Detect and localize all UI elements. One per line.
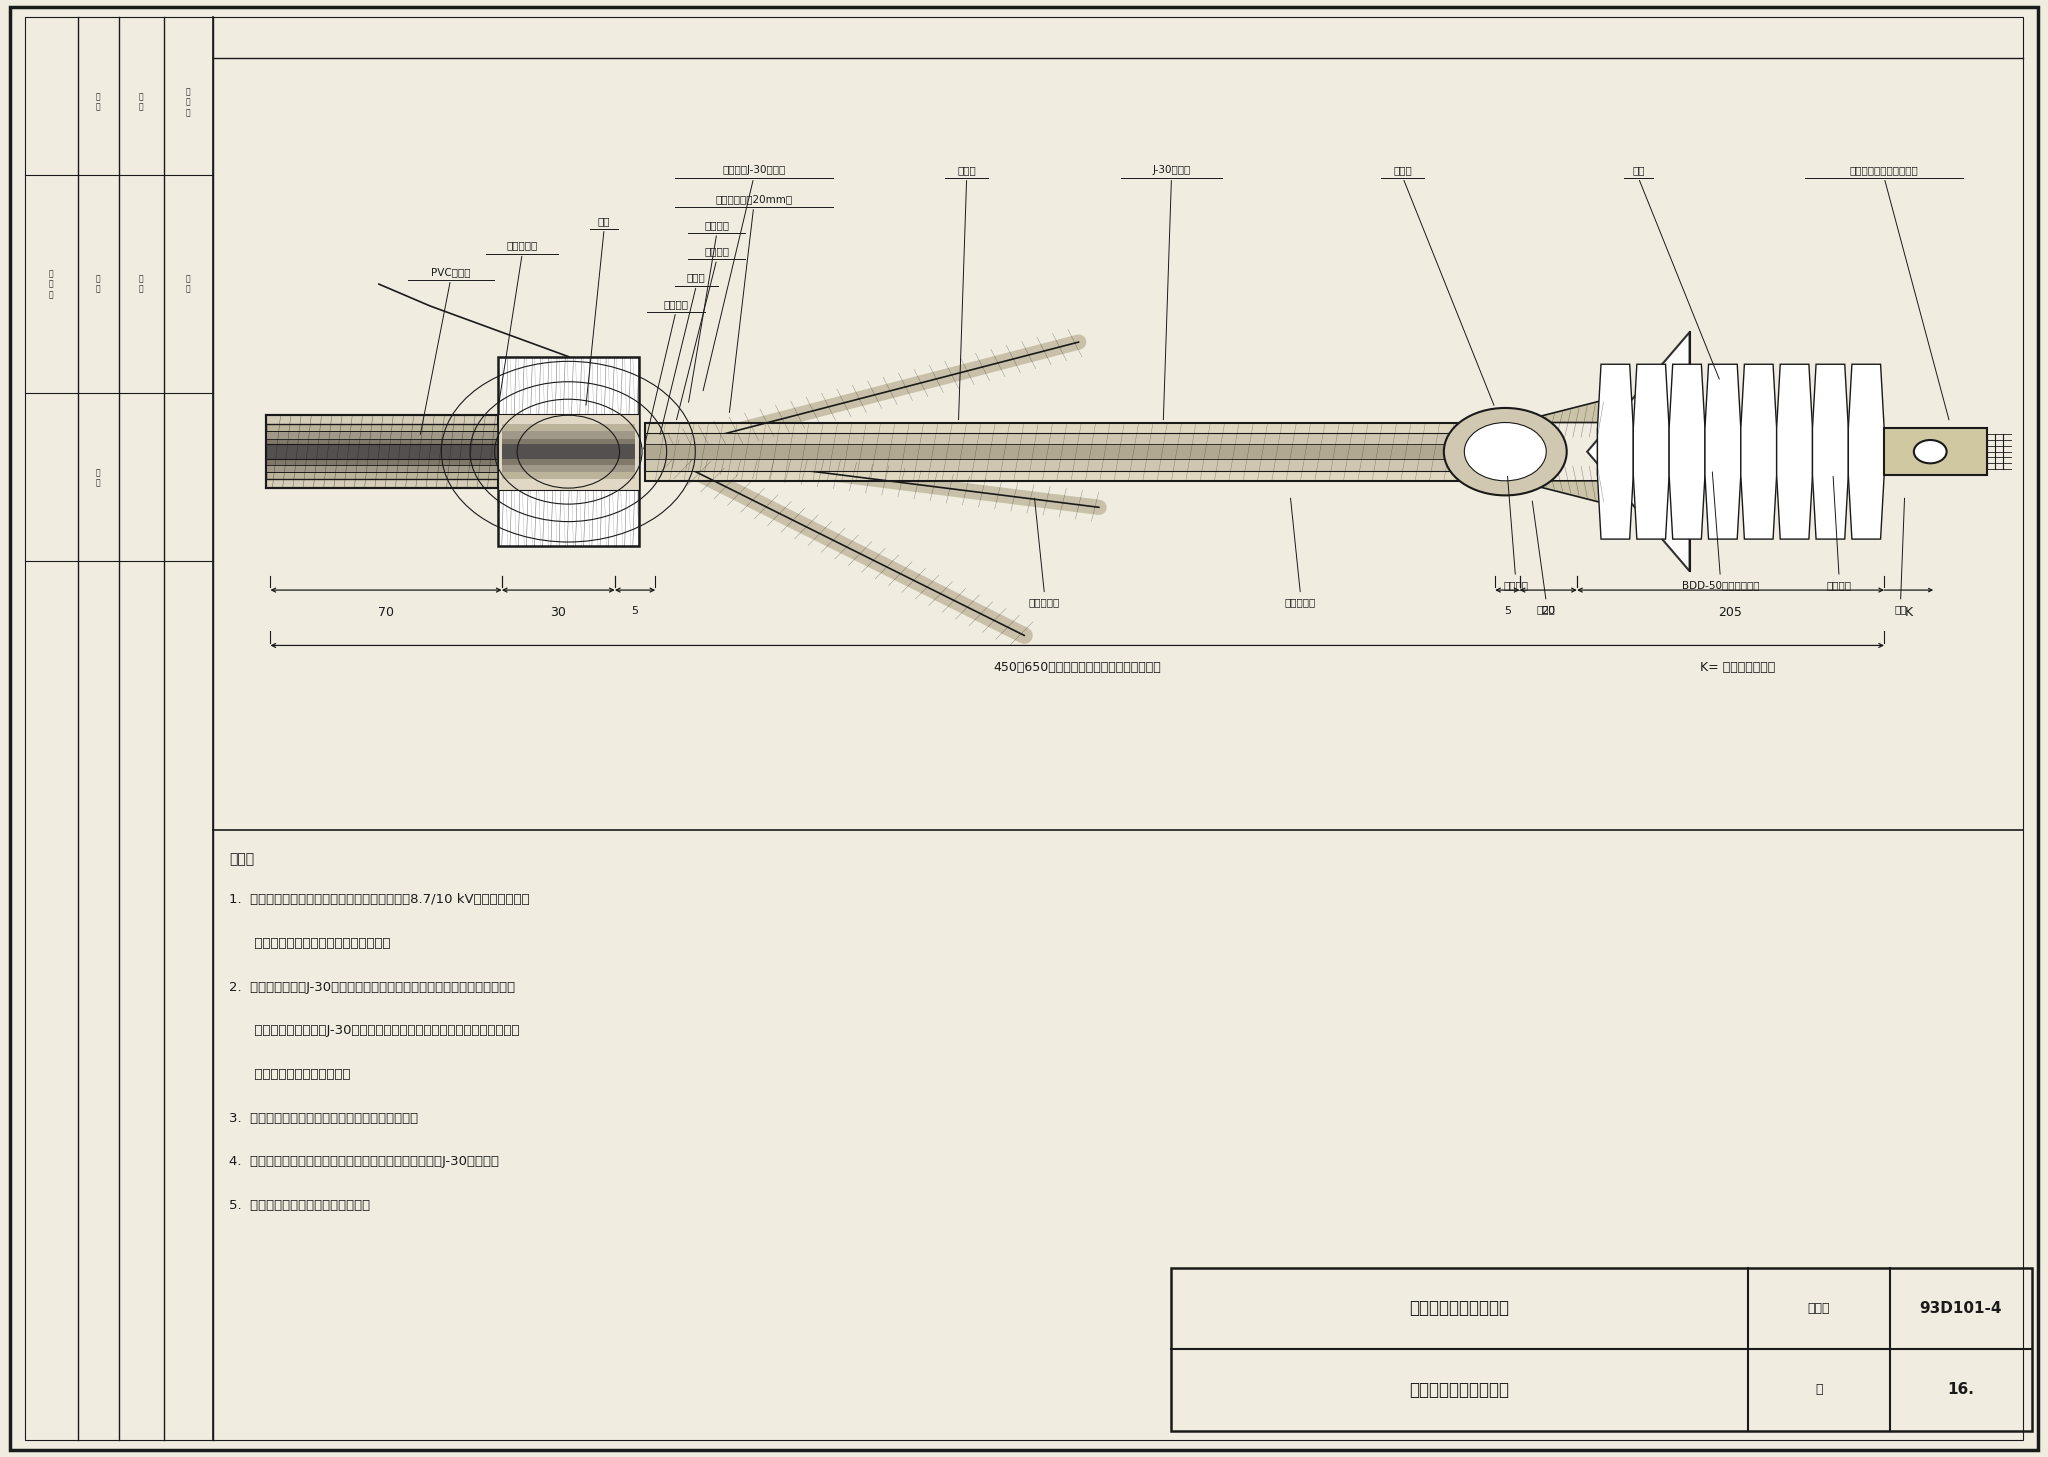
Polygon shape xyxy=(1741,364,1778,539)
Text: 1.  预制式户外交联聚乙烯绝缘电缆终端头适用于8.7/10 kV及以下电压等级: 1. 预制式户外交联聚乙烯绝缘电缆终端头适用于8.7/10 kV及以下电压等级 xyxy=(229,893,530,906)
Text: 页: 页 xyxy=(1815,1384,1823,1396)
Text: 审
查: 审 查 xyxy=(186,274,190,294)
Text: 5: 5 xyxy=(1503,606,1511,616)
Polygon shape xyxy=(1778,364,1812,539)
Text: 塑料外护套: 塑料外护套 xyxy=(506,240,539,251)
Text: 制
阶: 制 阶 xyxy=(139,92,143,112)
Circle shape xyxy=(1444,408,1567,495)
Bar xyxy=(266,444,498,459)
Polygon shape xyxy=(1849,364,1884,539)
Bar xyxy=(502,424,635,479)
Text: 密封带及J-30带填充: 密封带及J-30带填充 xyxy=(723,165,784,175)
Text: 半导电层: 半导电层 xyxy=(1503,580,1528,590)
Bar xyxy=(498,414,639,490)
Text: 铜扎线: 铜扎线 xyxy=(686,272,707,283)
Text: 雨裙: 雨裙 xyxy=(1632,165,1645,175)
Bar xyxy=(645,444,1516,459)
Text: BDD-50半导电自粘带: BDD-50半导电自粘带 xyxy=(1681,580,1759,590)
Text: 30: 30 xyxy=(551,606,565,619)
Bar xyxy=(266,431,498,472)
Text: 有铜带屏蔽层的交联聚乙烯绝缘电缆。: 有铜带屏蔽层的交联聚乙烯绝缘电缆。 xyxy=(229,937,391,950)
Polygon shape xyxy=(1634,364,1669,539)
Bar xyxy=(266,424,498,479)
Text: J-30自粘带: J-30自粘带 xyxy=(1153,165,1190,175)
Bar xyxy=(645,433,1516,471)
Polygon shape xyxy=(1704,364,1741,539)
Polygon shape xyxy=(1587,332,1690,571)
Bar xyxy=(1597,428,1884,475)
Bar xyxy=(266,439,498,465)
Polygon shape xyxy=(1812,364,1847,539)
Circle shape xyxy=(1913,440,1946,463)
Polygon shape xyxy=(1669,364,1704,539)
Text: 内护层: 内护层 xyxy=(956,165,977,175)
Text: 70: 70 xyxy=(379,606,393,619)
Polygon shape xyxy=(1516,401,1602,423)
Bar xyxy=(502,444,635,459)
Text: 导体: 导体 xyxy=(1894,605,1907,615)
Text: 设
计: 设 计 xyxy=(96,274,100,294)
Text: 接线端子（下部涂相漆）: 接线端子（下部涂相漆） xyxy=(1849,165,1919,175)
Text: PVC胶粘带: PVC胶粘带 xyxy=(430,267,471,277)
Text: 铜带铠装: 铜带铠装 xyxy=(705,246,729,256)
Text: 线芯绝缘: 线芯绝缘 xyxy=(1827,580,1851,590)
Bar xyxy=(266,415,498,488)
Text: 450～650（根据线芯弯曲半径及连接长度）: 450～650（根据线芯弯曲半径及连接长度） xyxy=(993,661,1161,675)
Polygon shape xyxy=(1516,481,1602,503)
Text: 地线: 地线 xyxy=(598,216,610,226)
Bar xyxy=(502,431,635,472)
Text: 图集号: 图集号 xyxy=(1808,1303,1831,1314)
Text: 接地线防潮段处包绕J-30绝缘自粘带，其余部分用电缆密封带填充，包绕: 接地线防潮段处包绕J-30绝缘自粘带，其余部分用电缆密封带填充，包绕 xyxy=(229,1024,520,1037)
Text: K= 接线端子内孔深: K= 接线端子内孔深 xyxy=(1700,661,1776,675)
Text: 93D101-4: 93D101-4 xyxy=(1919,1301,2001,1316)
Text: 校
对: 校 对 xyxy=(139,274,143,294)
Text: 205: 205 xyxy=(1718,606,1743,619)
Text: 铜带屏蔽层: 铜带屏蔽层 xyxy=(1284,597,1317,608)
Text: 20: 20 xyxy=(1542,606,1554,616)
Text: 16.: 16. xyxy=(1948,1383,1974,1397)
Bar xyxy=(502,439,635,465)
Text: 标
龄: 标 龄 xyxy=(96,92,100,112)
Text: 接地焊点: 接地焊点 xyxy=(664,299,688,309)
Text: 绝缘电缆终端头（一）: 绝缘电缆终端头（一） xyxy=(1409,1381,1509,1399)
Bar xyxy=(1884,428,1987,475)
Text: 附注：: 附注： xyxy=(229,852,254,867)
Text: 标
准
化: 标 准 化 xyxy=(49,270,53,299)
Circle shape xyxy=(1464,423,1546,481)
Text: 防潮段（搪锡20mm）: 防潮段（搪锡20mm） xyxy=(715,194,793,204)
Polygon shape xyxy=(1597,364,1634,539)
Text: 预制式户外交联聚乙烯: 预制式户外交联聚乙烯 xyxy=(1409,1300,1509,1317)
Text: 分支手套: 分支手套 xyxy=(705,220,729,230)
Text: 版
本
号: 版 本 号 xyxy=(186,87,190,117)
Text: 集流器: 集流器 xyxy=(1393,165,1413,175)
Text: 层数以手套正好套入为宜。: 层数以手套正好套入为宜。 xyxy=(229,1068,350,1081)
Text: 2.  手套内密封带及J-30绝缘自粘带填充，方法如下：线芯分叉处、内护层及: 2. 手套内密封带及J-30绝缘自粘带填充，方法如下：线芯分叉处、内护层及 xyxy=(229,981,516,994)
Text: 5: 5 xyxy=(631,606,639,616)
Bar xyxy=(645,423,1516,481)
Text: 5.  终端头所需材料由厂家配套供应。: 5. 终端头所需材料由厂家配套供应。 xyxy=(229,1199,371,1212)
Bar xyxy=(498,357,639,546)
Bar xyxy=(1171,1268,2032,1431)
Text: 3.  集流器由非铁磁材料制成，并应就近可靠接地。: 3. 集流器由非铁磁材料制成，并应就近可靠接地。 xyxy=(229,1112,418,1125)
Text: 批
准: 批 准 xyxy=(96,468,100,488)
Text: 4.  接线端子和雨裙应紧密配合，如过松，可在雨裙上包绕J-30自粘带。: 4. 接线端子和雨裙应紧密配合，如过松，可在雨裙上包绕J-30自粘带。 xyxy=(229,1155,500,1169)
Text: 绝缘保护管: 绝缘保护管 xyxy=(1028,597,1061,608)
Text: K: K xyxy=(1905,606,1913,619)
Text: 应力锥: 应力锥 xyxy=(1536,605,1556,615)
